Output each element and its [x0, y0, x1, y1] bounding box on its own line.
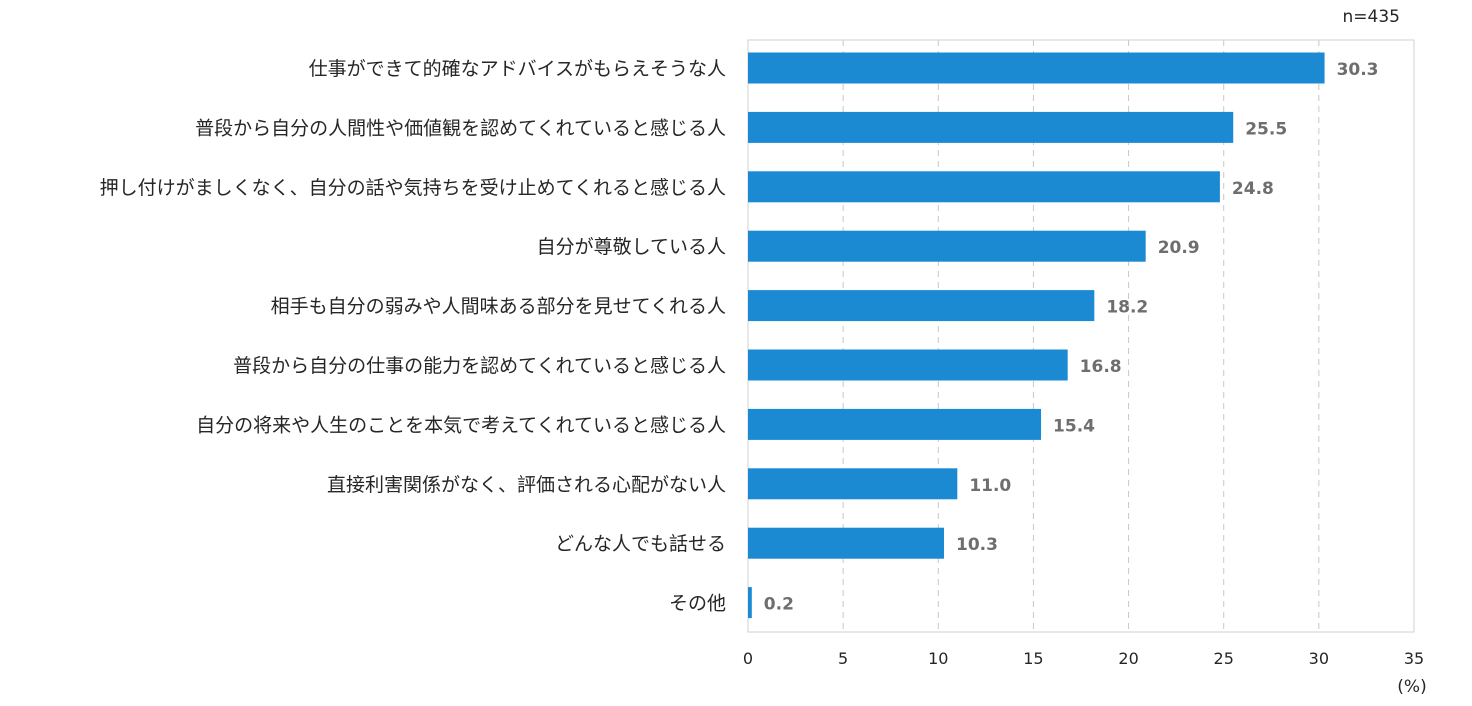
x-tick-label-10: 10: [928, 649, 948, 668]
bar-2: [748, 171, 1220, 203]
x-tick-label-15: 15: [1023, 649, 1043, 668]
category-label-1: 普段から自分の人間性や価値観を認めてくれていると感じる人: [195, 117, 726, 139]
category-label-7: 直接利害関係がなく、評価される心配がない人: [327, 474, 726, 496]
bar-0: [748, 52, 1325, 84]
bar-5: [748, 349, 1068, 381]
x-tick-label-25: 25: [1214, 649, 1234, 668]
bar-9: [748, 587, 752, 619]
value-label-8: 10.3: [956, 535, 998, 555]
value-label-4: 18.2: [1106, 298, 1148, 318]
category-label-9: その他: [669, 593, 726, 615]
plot-frame: [747, 39, 1415, 633]
category-label-6: 自分の将来や人生のことを本気で考えてくれていると感じる人: [196, 414, 726, 436]
x-tick-label-30: 30: [1309, 649, 1329, 668]
bar-3: [748, 230, 1146, 262]
x-tick-label-35: 35: [1404, 649, 1424, 668]
value-labels: 30.3 25.5 24.8 20.9 18.2 16.8 15.4 11.0 10.3 0.2: [764, 60, 1379, 615]
bar-4: [748, 290, 1095, 322]
bars: [748, 52, 1325, 619]
category-label-4: 相手も自分の弱みや人間味ある部分を見せてくれる人: [271, 296, 726, 318]
bar-1: [748, 111, 1234, 143]
value-label-6: 15.4: [1053, 416, 1095, 436]
value-label-3: 20.9: [1158, 238, 1200, 258]
sample-size-note: n=435: [1343, 7, 1400, 27]
category-label-5: 普段から自分の仕事の能力を認めてくれていると感じる人: [233, 355, 726, 377]
category-label-3: 自分が尊敬している人: [537, 236, 726, 258]
category-label-0: 仕事ができて的確なアドバイスがもらえそうな人: [309, 58, 726, 80]
bar-7: [748, 468, 958, 500]
value-label-0: 30.3: [1337, 60, 1379, 80]
value-label-2: 24.8: [1232, 179, 1274, 199]
unit-label: (%): [1397, 677, 1426, 697]
category-label-2: 押し付けがましくなく、自分の話や気持ちを受け止めてくれると感じる人: [100, 177, 726, 199]
value-label-5: 16.8: [1080, 357, 1122, 377]
x-axis-ticks: 0 5 10 15 20 25 30 35: [743, 649, 1424, 668]
value-label-7: 11.0: [969, 476, 1011, 496]
value-label-1: 25.5: [1245, 119, 1287, 139]
category-label-8: どんな人でも話せる: [555, 533, 726, 555]
bar-6: [748, 408, 1042, 440]
category-labels: 仕事ができて的確なアドバイスがもらえそうな人普段から自分の人間性や価値観を認めて…: [100, 58, 726, 615]
x-tick-label-0: 0: [743, 649, 753, 668]
value-label-9: 0.2: [764, 595, 794, 615]
x-tick-label-5: 5: [838, 649, 848, 668]
bar-8: [748, 527, 944, 559]
x-tick-label-20: 20: [1118, 649, 1138, 668]
